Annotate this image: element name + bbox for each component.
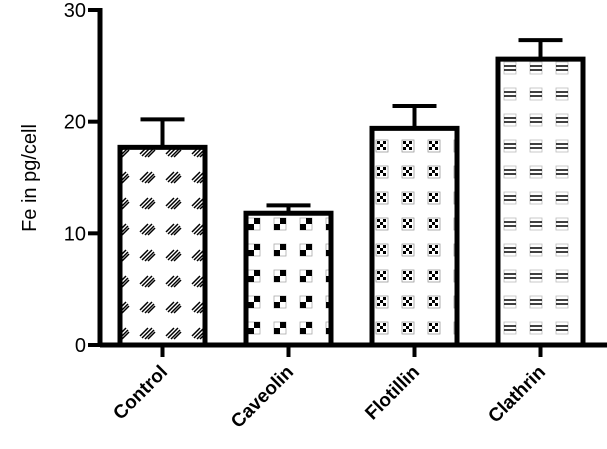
bar-clathrin <box>495 56 586 348</box>
y-tick-label: 20 <box>64 112 86 134</box>
bar-flotillin <box>369 125 460 348</box>
bar-control <box>117 144 208 348</box>
y-tick-label: 0 <box>75 335 86 357</box>
bar-caveolin <box>243 210 334 348</box>
x-tick-label: Flotillin <box>361 362 424 425</box>
x-tick-label: Control <box>109 362 172 425</box>
x-tick-label: Caveolin <box>227 362 298 433</box>
x-tick-label: Clathrin <box>484 362 550 428</box>
y-tick-label: 10 <box>64 223 86 245</box>
y-axis-label: Fe in pg/cell <box>19 124 41 232</box>
y-tick-label: 30 <box>64 0 86 22</box>
